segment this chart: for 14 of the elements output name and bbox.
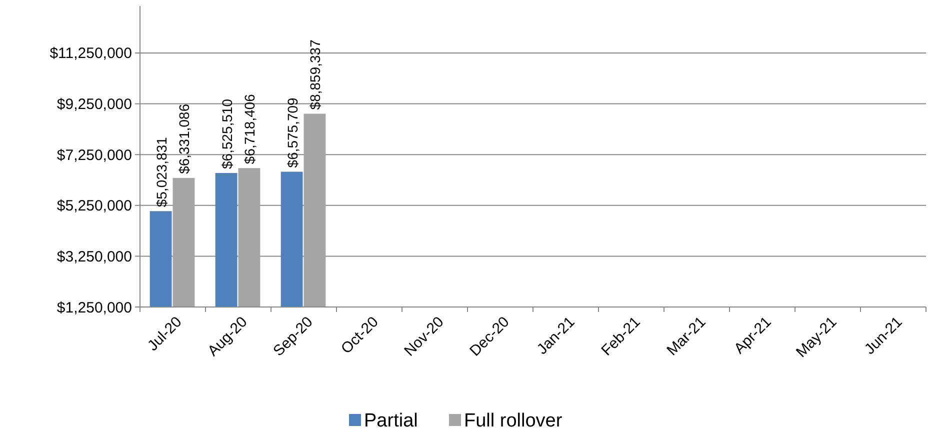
text: $6,575,709 [284,98,300,168]
text: $6,525,510 [218,98,235,169]
y-tick-label: $9,250,000 [56,96,132,114]
text: $6,718,406 [242,94,258,164]
y-tick-label: $3,250,000 [56,248,132,266]
legend-label: Partial [364,410,418,432]
text: $6,331,086 [176,104,192,174]
y-tick-label: $5,250,000 [56,198,132,215]
y-tick-label: $7,250,000 [56,146,132,164]
text: $5,023,831 [153,137,170,208]
text: $8,859,337 [307,40,324,110]
y-tick-label: $11,250,000 [50,45,132,62]
legend-label: Full rollover [464,410,563,432]
y-tick-label: $1,250,000 [56,299,132,316]
